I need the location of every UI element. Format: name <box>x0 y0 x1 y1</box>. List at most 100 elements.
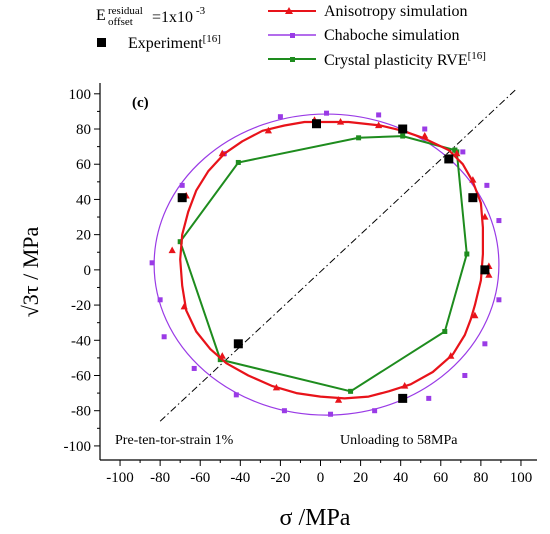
crystal-plasticity-point <box>348 388 354 394</box>
y-axis-title: √3τ / MPa <box>18 226 43 317</box>
experiment-point <box>398 393 408 403</box>
experiment-point <box>468 193 478 203</box>
crystal-plasticity-point <box>356 135 362 141</box>
chaboche-point <box>179 182 185 188</box>
anisotropy-point <box>485 271 493 278</box>
legend-experiment-label: Experiment <box>128 35 203 52</box>
anisotropy-point <box>168 246 176 254</box>
chaboche-point <box>277 114 283 120</box>
x-tick-label: -100 <box>106 470 134 486</box>
plot-marks <box>149 88 518 422</box>
y-tick-label: 100 <box>69 87 92 103</box>
y-tick-label: 20 <box>76 228 91 244</box>
chaboche-point <box>372 408 378 414</box>
chaboche-point <box>376 112 382 118</box>
crystal-plasticity-point <box>464 251 470 257</box>
offset-exp: -3 <box>196 5 206 17</box>
anisotropy-point <box>264 126 272 134</box>
y-tick-label: 0 <box>84 263 92 279</box>
y-tick-label: -60 <box>71 368 91 384</box>
y-tick-label: -100 <box>64 439 92 455</box>
experiment-point <box>480 265 490 275</box>
offset-prefix: E <box>96 7 106 24</box>
x-tick-label: -40 <box>230 470 250 486</box>
legend-chaboche-marker <box>290 33 295 38</box>
chaboche-point <box>496 218 502 224</box>
anisotropy-curve <box>179 120 484 400</box>
experiment-point <box>311 119 321 129</box>
legend-chaboche-label: Chaboche simulation <box>324 27 460 44</box>
crystal-plasticity-point <box>177 239 183 245</box>
anisotropy-point <box>272 383 281 391</box>
experiment-point <box>444 154 454 164</box>
axes: -100 -80 -60 -40 -20 0 20 40 60 80 100 -100 -80 -60 -4… <box>64 83 537 486</box>
svg-text:E: E <box>96 7 106 24</box>
chaboche-point <box>281 408 287 414</box>
y-tick-label: -40 <box>71 333 91 349</box>
experiment-point <box>177 193 187 203</box>
chaboche-point <box>161 334 167 340</box>
offset-super: residual <box>108 5 143 17</box>
x-tick-label: 100 <box>510 470 533 486</box>
anisotropy-point <box>447 352 455 359</box>
anisotropy-point <box>218 149 226 157</box>
crystal-ref: [16] <box>468 50 486 62</box>
y-tick-label: -80 <box>71 404 91 420</box>
legend-anisotropy-label: Anisotropy simulation <box>324 3 468 20</box>
anisotropy-point <box>180 302 188 310</box>
legend-crystal-marker <box>290 57 295 62</box>
experiment-ref: [16] <box>203 33 221 45</box>
anisotropy-point <box>336 117 345 125</box>
chaboche-point <box>191 365 197 371</box>
chaboche-point <box>496 297 502 303</box>
residual-offset-note: E residual offset =1x10 -3 <box>96 5 206 28</box>
svg-text:Experiment[16]: Experiment[16] <box>128 33 221 52</box>
unloading-note: Unloading to 58MPa <box>340 433 458 448</box>
experiment-point <box>398 124 408 134</box>
chaboche-point <box>462 372 468 378</box>
chaboche-point <box>324 110 330 116</box>
svg-text:Crystal plasticity RVE[16]: Crystal plasticity RVE[16] <box>324 50 486 69</box>
anisotropy-point <box>421 132 429 139</box>
crystal-plasticity-point <box>442 328 448 334</box>
anisotropy-point <box>481 213 489 220</box>
legend-anisotropy-marker <box>285 7 293 14</box>
crystal-plasticity-point <box>235 159 241 165</box>
x-tick-label: -20 <box>270 470 290 486</box>
crystal-plasticity-point <box>217 357 223 363</box>
x-tick-label: 0 <box>317 470 325 486</box>
chaboche-point <box>482 341 488 347</box>
x-tick-label: 80 <box>473 470 488 486</box>
chaboche-point <box>460 149 466 155</box>
x-tick-label: 40 <box>393 470 408 486</box>
anisotropy-point <box>471 311 479 319</box>
anisotropy-point <box>401 382 409 389</box>
panel-label: (c) <box>132 95 149 111</box>
experiment-point <box>233 339 243 349</box>
anisotropy-point <box>334 396 343 403</box>
chaboche-point <box>484 182 490 188</box>
anisotropy-point <box>453 149 461 157</box>
x-tick-label: 60 <box>433 470 448 486</box>
x-axis-title: σ /MPa <box>280 505 351 531</box>
y-tick-label: -20 <box>71 298 91 314</box>
chaboche-point <box>328 411 334 417</box>
legend-crystal-label: Crystal plasticity RVE <box>324 52 468 69</box>
chaboche-point <box>149 260 155 266</box>
y-tick-label: 80 <box>76 122 91 138</box>
crystal-plasticity-point <box>452 147 458 153</box>
crystal-plasticity-line <box>179 135 468 393</box>
x-tick-label: 20 <box>353 470 368 486</box>
reference-line <box>159 88 518 422</box>
x-tick-label: -60 <box>190 470 210 486</box>
anisotropy-point <box>469 176 477 183</box>
chaboche-point <box>157 297 163 303</box>
legend: Experiment[16] Anisotropy simulation Cha… <box>97 3 486 69</box>
offset-sub: offset <box>108 16 133 28</box>
anisotropy-point <box>375 121 383 129</box>
chaboche-point <box>233 392 239 398</box>
y-tick-label: 40 <box>76 192 91 208</box>
x-tick-label: -80 <box>150 470 170 486</box>
anisotropy-point <box>218 352 226 359</box>
